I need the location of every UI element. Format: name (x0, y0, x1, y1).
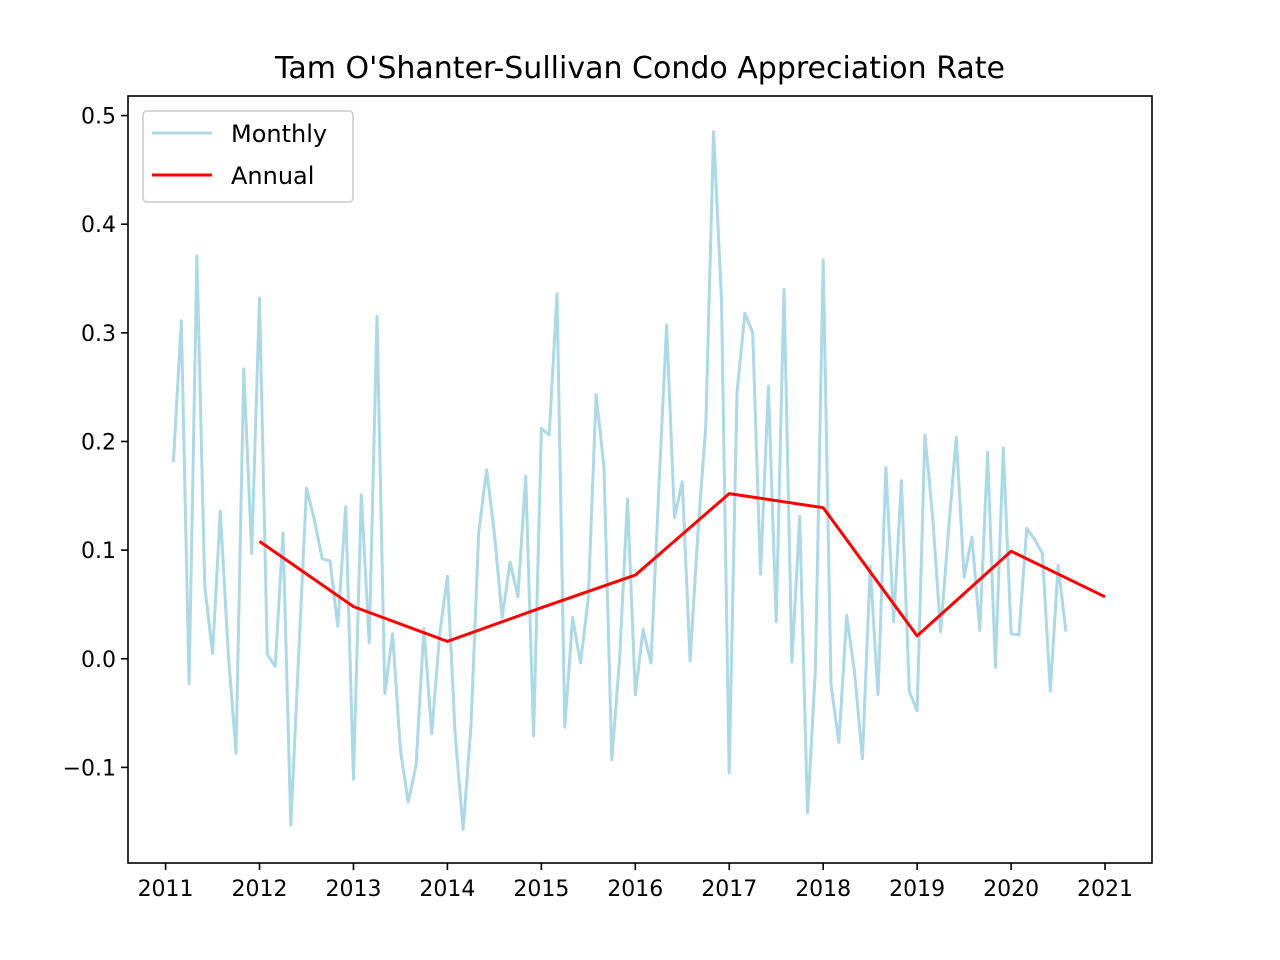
y-tick-label: 0.3 (81, 322, 116, 347)
x-tick-label: 2011 (138, 877, 194, 902)
y-tick-label: 0.0 (81, 648, 116, 673)
legend: Monthly Annual (142, 110, 354, 203)
series-line-monthly (171, 130, 1068, 831)
x-tick-label: 2019 (889, 877, 945, 902)
plot-frame (127, 95, 1153, 864)
y-tick-label: 0.4 (81, 213, 116, 238)
x-tick-label: 2016 (607, 877, 663, 902)
legend-label-annual: Annual (231, 162, 314, 190)
x-tick-label: 2015 (513, 877, 569, 902)
series-line-annual (258, 492, 1106, 643)
x-tick-label: 2018 (795, 877, 851, 902)
x-tick-label: 2021 (1077, 877, 1133, 902)
chart-title: Tam O'Shanter-Sullivan Condo Appreciatio… (274, 51, 1005, 86)
y-axis: −0.1 0.0 0.1 0.2 0.3 0.4 0.5 (63, 105, 128, 781)
x-tick-label: 2014 (419, 877, 475, 902)
y-tick-label: 0.2 (81, 430, 116, 455)
x-tick-label: 2013 (325, 877, 381, 902)
y-tick-label: 0.5 (81, 105, 116, 130)
y-tick-label: −0.1 (63, 756, 116, 781)
x-tick-label: 2012 (232, 877, 288, 902)
series-layer (171, 130, 1106, 831)
x-tick-label: 2017 (701, 877, 757, 902)
legend-label-monthly: Monthly (231, 120, 327, 148)
x-axis: 2011 2012 2013 2014 2015 2016 2017 2018 2019 2020… (138, 863, 1133, 902)
x-tick-label: 2020 (983, 877, 1039, 902)
y-tick-label: 0.1 (81, 539, 116, 564)
